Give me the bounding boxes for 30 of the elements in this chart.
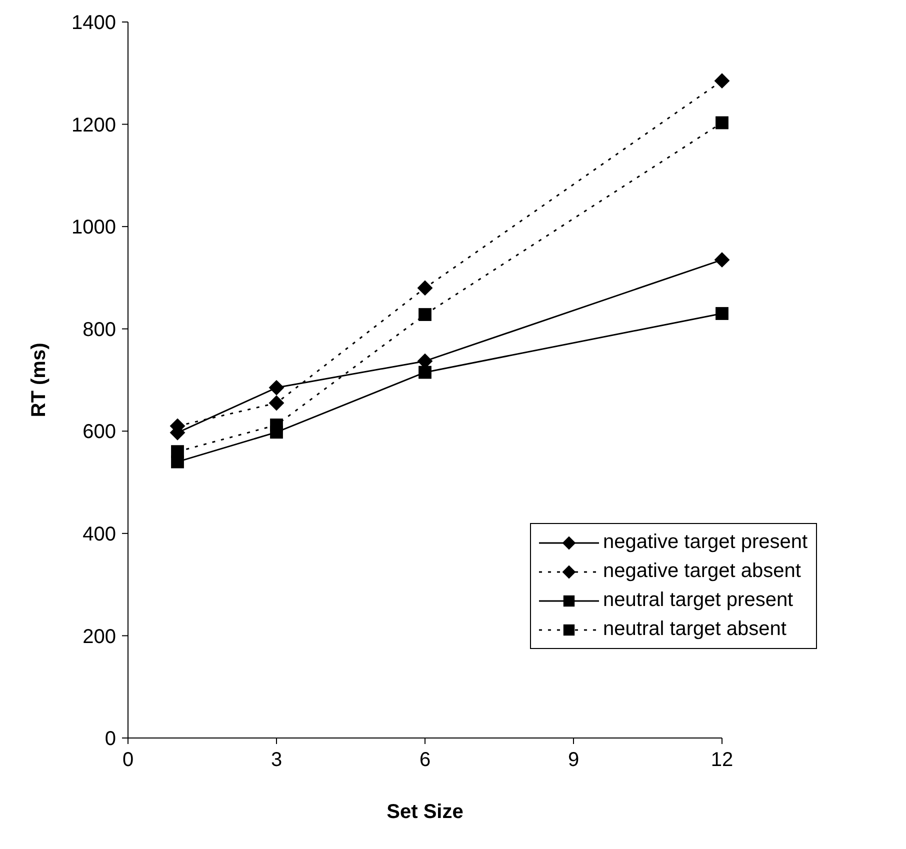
- point: [418, 308, 432, 321]
- x-tick-label: 9: [568, 749, 580, 772]
- y-tick-label: 800: [82, 318, 116, 341]
- x-axis-title: Set Size: [386, 801, 464, 823]
- point: [270, 418, 283, 432]
- y-tick-label: 400: [82, 524, 116, 546]
- legend-label: neutral target absent: [603, 618, 786, 641]
- x-tick-label: 12: [710, 749, 734, 772]
- y-tick-label: 200: [82, 626, 116, 648]
- point: [716, 116, 728, 130]
- x-tick-label: 0: [122, 749, 134, 772]
- legend-label: negative target present: [603, 531, 808, 554]
- x-tick-label: 6: [419, 749, 431, 772]
- point: [269, 380, 284, 396]
- y-tick-label: 1400: [72, 12, 116, 34]
- point: [716, 307, 728, 320]
- point: [418, 366, 432, 379]
- point: [171, 445, 184, 458]
- legend-label: neutral target present: [603, 589, 794, 612]
- point: [418, 280, 432, 296]
- y-tick-label: 0: [104, 728, 116, 750]
- y-axis-title: RT (ms): [28, 342, 50, 418]
- y-tick-label: 1200: [72, 114, 116, 136]
- point: [714, 252, 730, 268]
- x-tick-label: 3: [270, 749, 282, 772]
- y-tick-label: 1000: [72, 216, 116, 239]
- point: [269, 396, 284, 411]
- legend-label: negative target absent: [603, 560, 801, 583]
- y-tick-label: 600: [82, 421, 116, 444]
- point: [714, 73, 730, 88]
